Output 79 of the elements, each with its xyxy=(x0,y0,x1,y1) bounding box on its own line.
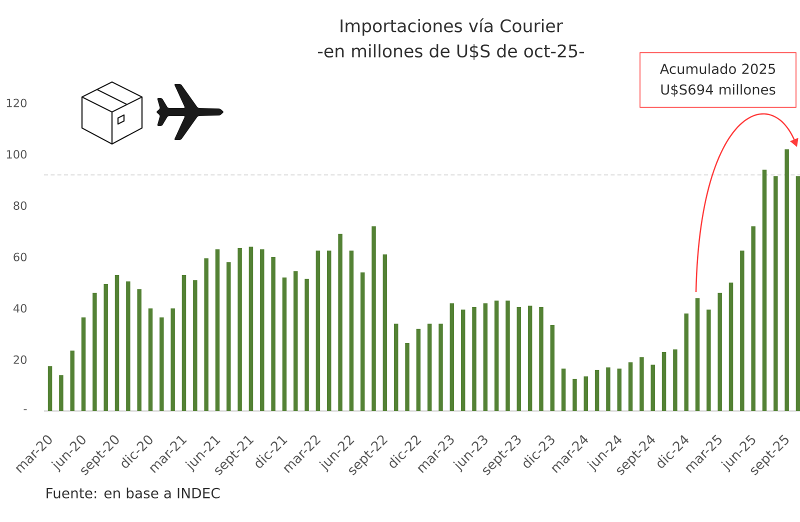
bar xyxy=(104,284,108,411)
bar xyxy=(282,278,287,411)
bar xyxy=(338,234,342,411)
bar xyxy=(349,250,354,411)
bar xyxy=(126,281,130,411)
bar xyxy=(594,370,600,411)
bar xyxy=(160,317,164,411)
y-tick-label: 80 xyxy=(14,201,27,210)
y-tick-label: 100 xyxy=(6,150,27,159)
bar xyxy=(528,306,532,411)
bar xyxy=(372,226,376,411)
bar xyxy=(193,280,198,411)
bar xyxy=(728,282,734,411)
bar xyxy=(561,368,566,411)
bar xyxy=(762,170,767,411)
bar xyxy=(92,292,97,411)
bar xyxy=(70,350,74,411)
bar xyxy=(304,278,309,411)
bar xyxy=(170,308,175,411)
bar xyxy=(204,258,208,411)
bar xyxy=(226,262,231,411)
bar xyxy=(506,300,510,411)
bar xyxy=(494,300,499,411)
bar xyxy=(706,310,711,411)
y-tick-label: 120 xyxy=(6,98,27,108)
bar xyxy=(405,342,410,411)
bar xyxy=(427,324,432,411)
bar xyxy=(450,303,454,411)
bar xyxy=(640,357,644,411)
y-tick-label: - xyxy=(24,409,27,410)
y-tick-label: 60 xyxy=(14,252,27,262)
bar xyxy=(784,149,789,411)
y-tick-label: 20 xyxy=(14,355,27,364)
bar xyxy=(114,274,120,411)
y-tick-label: 40 xyxy=(13,304,27,313)
bar xyxy=(182,274,186,411)
chart-title: Importaciones vía Courier xyxy=(340,18,563,36)
bar xyxy=(382,254,388,411)
bar xyxy=(606,367,610,411)
bar xyxy=(59,375,64,411)
bar xyxy=(394,324,398,411)
bar xyxy=(650,364,655,411)
bar xyxy=(472,307,476,411)
bar xyxy=(260,249,264,411)
bar xyxy=(572,378,577,411)
bar xyxy=(360,272,365,411)
bar xyxy=(316,250,320,411)
bar xyxy=(48,366,52,411)
bar xyxy=(539,307,544,411)
bar xyxy=(751,226,756,411)
bar xyxy=(718,292,722,411)
bar xyxy=(695,298,700,411)
bar xyxy=(628,362,633,411)
text: Acumulado 2025 U$S694 millones xyxy=(660,63,776,97)
bar xyxy=(483,303,488,411)
bar xyxy=(326,250,332,411)
bar xyxy=(662,352,666,411)
bar xyxy=(438,324,443,411)
bar xyxy=(684,313,688,411)
source-note: Fuente: en base a INDEC xyxy=(46,488,220,498)
bar xyxy=(550,325,555,411)
bar xyxy=(460,310,466,411)
bar xyxy=(516,307,522,411)
bar xyxy=(81,317,86,411)
bar xyxy=(148,308,153,411)
bar xyxy=(673,349,678,411)
bar xyxy=(137,289,142,411)
bar xyxy=(248,246,254,411)
bar xyxy=(271,257,276,411)
bar xyxy=(238,248,242,411)
chart-subtitle: -en millones de U$S de oct-25- xyxy=(318,44,584,60)
bar xyxy=(617,368,622,411)
bar xyxy=(294,271,298,411)
bar xyxy=(740,250,744,411)
bar xyxy=(584,376,588,411)
bar xyxy=(215,249,220,411)
bar xyxy=(796,176,800,411)
bar xyxy=(416,328,421,411)
bar xyxy=(774,176,778,411)
